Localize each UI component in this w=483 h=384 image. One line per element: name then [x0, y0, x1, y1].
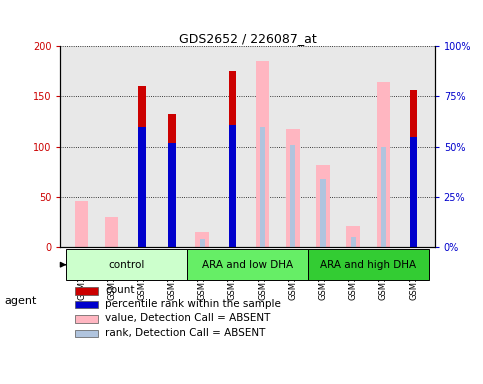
Bar: [199, 239, 205, 247]
Text: percentile rank within the sample: percentile rank within the sample: [105, 299, 281, 309]
Text: ARA and high DHA: ARA and high DHA: [320, 260, 416, 270]
Bar: [316, 165, 330, 247]
Bar: [228, 71, 236, 247]
Bar: [138, 127, 146, 247]
Text: rank, Detection Call = ABSENT: rank, Detection Call = ABSENT: [105, 328, 266, 338]
Bar: [196, 232, 209, 247]
Bar: [168, 114, 176, 247]
Bar: [377, 82, 390, 247]
Text: count: count: [105, 285, 135, 295]
Bar: [75, 316, 98, 323]
Bar: [256, 61, 270, 247]
Text: ARA and low DHA: ARA and low DHA: [202, 260, 293, 270]
Text: agent: agent: [5, 296, 37, 306]
Text: value, Detection Call = ABSENT: value, Detection Call = ABSENT: [105, 313, 270, 323]
Bar: [381, 147, 386, 247]
Bar: [286, 129, 299, 247]
Bar: [346, 226, 360, 247]
Title: GDS2652 / 226087_at: GDS2652 / 226087_at: [179, 32, 316, 45]
Bar: [290, 145, 296, 247]
Bar: [67, 249, 187, 280]
Bar: [351, 237, 356, 247]
Bar: [308, 249, 429, 280]
Bar: [320, 179, 326, 247]
Bar: [410, 90, 417, 247]
Bar: [410, 137, 417, 247]
Bar: [260, 127, 265, 247]
Bar: [138, 86, 146, 247]
Bar: [75, 301, 98, 308]
Bar: [187, 249, 308, 280]
Bar: [75, 201, 88, 247]
Bar: [228, 124, 236, 247]
Bar: [75, 287, 98, 295]
Bar: [75, 330, 98, 337]
Text: control: control: [109, 260, 145, 270]
Bar: [168, 143, 176, 247]
Bar: [105, 217, 118, 247]
